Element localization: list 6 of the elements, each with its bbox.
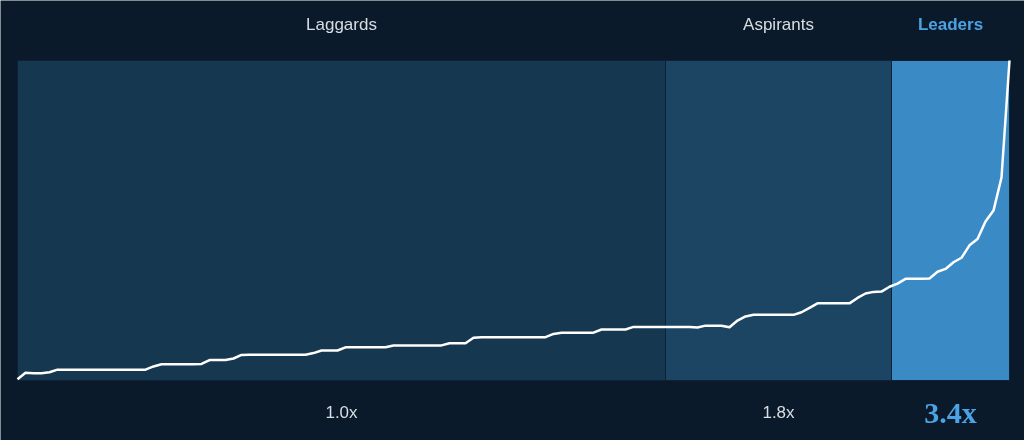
text: 3.4x (924, 396, 977, 429)
text: 1.0x (325, 403, 359, 422)
text: 1.8x (762, 403, 796, 422)
text: Laggards (306, 15, 377, 34)
text: Leaders (917, 15, 984, 34)
text: Aspirants (743, 15, 814, 34)
